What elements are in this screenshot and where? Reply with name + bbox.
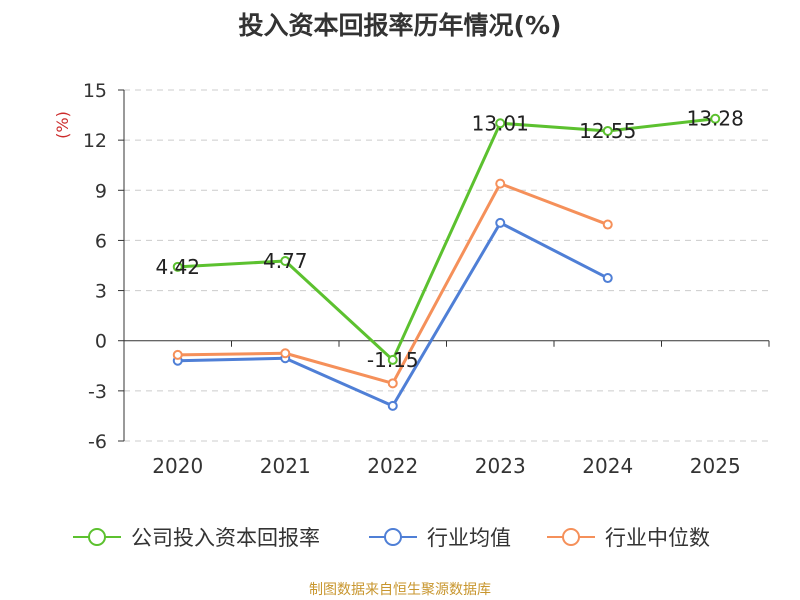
x-tick-label: 2024 [582, 454, 633, 478]
y-tick-label: 9 [95, 180, 107, 202]
data-point [495, 178, 506, 189]
data-source-note: 制图数据来自恒生聚源数据库 [309, 582, 491, 598]
y-tick-label: -3 [88, 381, 107, 403]
data-point [602, 125, 613, 136]
y-tick-label: 0 [95, 331, 107, 353]
data-point [387, 378, 398, 389]
x-tick-label: 2022 [367, 454, 418, 478]
data-point [602, 219, 613, 230]
data-point [495, 217, 506, 228]
data-point [710, 113, 721, 124]
x-tick-label: 2020 [152, 454, 203, 478]
y-tick-label: 3 [95, 281, 107, 303]
series-line [177, 117, 716, 362]
y-axis-label: (%) [53, 111, 72, 139]
x-tick-label: 2023 [475, 454, 526, 478]
x-tick-label: 2021 [260, 454, 311, 478]
legend-marker [384, 528, 402, 546]
data-label: 12.55 [579, 119, 636, 143]
y-tick-label: 12 [83, 130, 107, 152]
data-point [172, 349, 183, 360]
data-point [280, 348, 291, 359]
legend-label: 行业均值 [427, 526, 511, 550]
data-point [387, 354, 398, 365]
data-label: 13.01 [472, 111, 529, 135]
data-label: 13.28 [687, 107, 744, 131]
legend-label: 公司投入资本回报率 [131, 526, 320, 550]
data-point [172, 261, 183, 272]
data-point [280, 255, 291, 266]
y-tick-label: -6 [88, 431, 107, 453]
data-label: 4.42 [155, 255, 200, 279]
x-tick-label: 2025 [690, 454, 741, 478]
legend-marker [562, 528, 580, 546]
data-label: 4.77 [263, 249, 308, 273]
y-tick-label: 15 [83, 80, 107, 102]
chart-title: 投入资本回报率历年情况(%) [238, 11, 562, 40]
data-point [602, 273, 613, 284]
legend-marker [88, 528, 106, 546]
data-label: -1.15 [367, 348, 419, 372]
data-point [387, 400, 398, 411]
data-point [495, 118, 506, 129]
y-tick-label: 6 [95, 230, 107, 252]
legend-label: 行业中位数 [605, 526, 710, 550]
